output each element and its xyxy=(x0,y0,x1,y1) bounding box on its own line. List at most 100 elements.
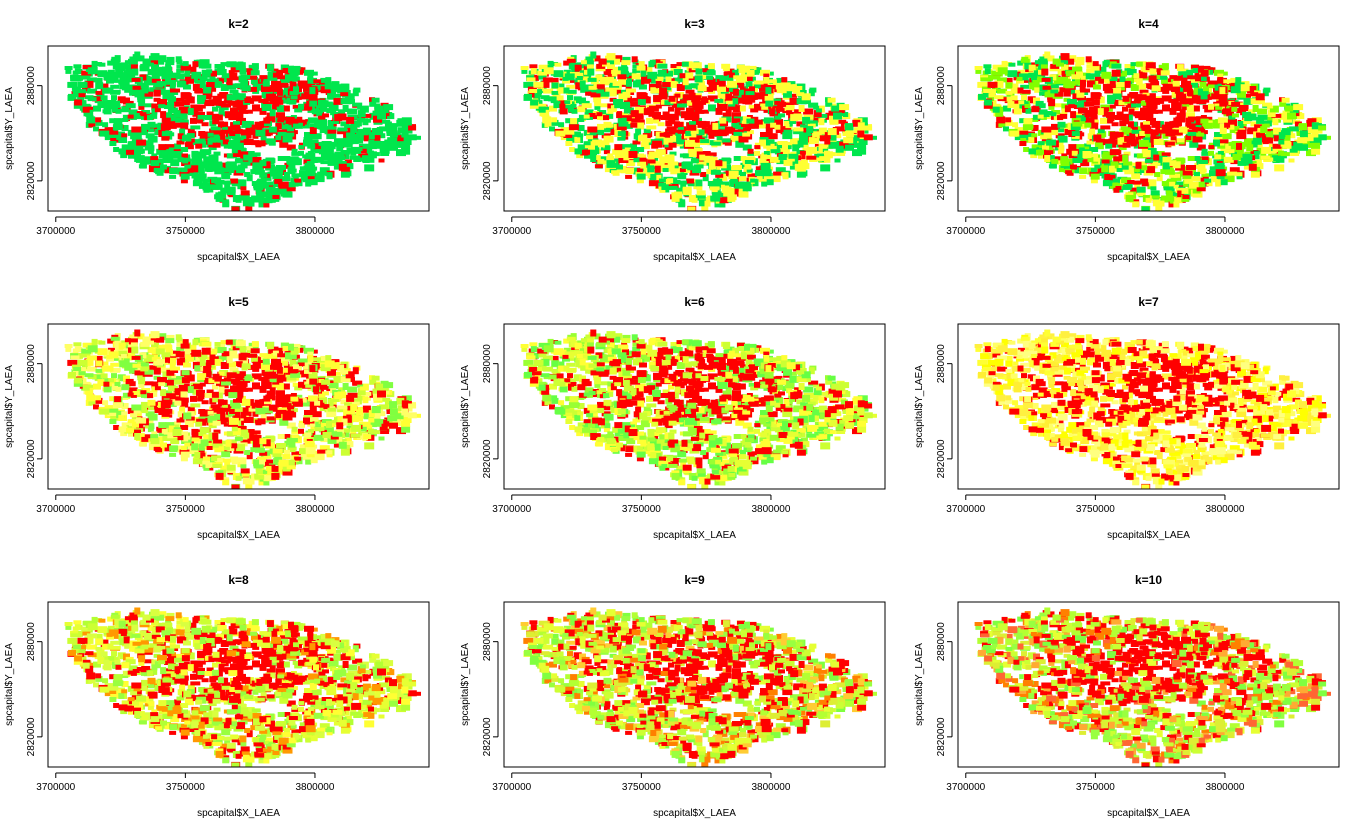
scatter-point xyxy=(687,165,693,170)
scatter-point xyxy=(563,77,569,81)
scatter-point xyxy=(1197,127,1204,131)
scatter-point xyxy=(1177,138,1185,142)
scatter-point xyxy=(1150,69,1157,75)
scatter-point xyxy=(1182,175,1191,179)
scatter-point xyxy=(1115,186,1121,190)
scatter-point xyxy=(683,187,692,193)
scatter-point xyxy=(1100,125,1110,129)
scatter-point xyxy=(1108,115,1116,119)
scatter-point xyxy=(639,85,647,90)
scatter-point xyxy=(743,187,752,191)
scatter-point xyxy=(377,113,386,120)
scatter-point xyxy=(1053,59,1061,65)
scatter-point xyxy=(158,144,166,150)
scatter-point xyxy=(312,133,322,139)
scatter-point xyxy=(198,115,206,119)
scatter-point xyxy=(639,158,646,162)
scatter-point xyxy=(339,164,347,171)
scatter-point xyxy=(1274,164,1284,171)
scatter-point xyxy=(1117,168,1123,172)
scatter-point xyxy=(589,113,596,117)
scatter-point xyxy=(97,101,104,108)
scatter-point xyxy=(73,64,81,68)
scatter-point xyxy=(199,166,205,173)
scatter-point xyxy=(755,170,762,176)
scatter-point xyxy=(985,68,991,74)
scatter-point xyxy=(692,62,702,68)
scatter-point xyxy=(1113,179,1120,183)
scatter-point xyxy=(1169,160,1176,166)
scatter-point xyxy=(1094,165,1100,169)
scatter-point xyxy=(132,78,141,82)
scatter-point xyxy=(1043,113,1050,117)
scatter-point xyxy=(769,108,775,114)
scatter-point xyxy=(362,118,368,125)
scatter-points xyxy=(521,52,877,212)
scatter-point xyxy=(686,179,694,184)
scatter-point xyxy=(193,180,203,186)
scatter-point xyxy=(212,186,222,190)
scatter-point xyxy=(754,151,760,156)
scatter-point xyxy=(1181,81,1191,88)
scatter-point xyxy=(205,186,211,190)
scatter-point xyxy=(213,96,220,102)
scatter-point xyxy=(1165,170,1175,175)
scatter-point xyxy=(360,108,366,112)
scatter-point xyxy=(1172,104,1182,111)
scatter-point xyxy=(111,59,120,63)
scatter-point xyxy=(809,137,815,144)
scatter-point xyxy=(831,106,839,112)
x-tick-label: 3700000 xyxy=(492,226,531,237)
scatter-point xyxy=(1110,149,1120,155)
scatter-point xyxy=(1297,137,1307,143)
scatter-point xyxy=(631,110,637,117)
scatter-point xyxy=(121,106,129,112)
scatter-point xyxy=(551,117,557,122)
scatter-point xyxy=(1208,81,1218,85)
scatter-point xyxy=(777,102,786,107)
scatter-point xyxy=(162,131,170,136)
scatter-point xyxy=(389,145,398,151)
scatter-point xyxy=(244,98,252,103)
scatter-point xyxy=(238,110,248,114)
scatter-point xyxy=(1125,64,1131,68)
scatter-point xyxy=(1126,195,1134,202)
scatter-point xyxy=(236,198,242,203)
scatter-point xyxy=(1013,104,1019,109)
scatter-point xyxy=(252,430,261,434)
scatter-point xyxy=(569,147,575,152)
scatter-point xyxy=(1201,95,1208,99)
scatter-point xyxy=(103,104,109,109)
scatter-point xyxy=(1007,101,1014,108)
scatter-point xyxy=(1165,129,1175,136)
scatter-point xyxy=(669,96,676,102)
scatter-point xyxy=(141,159,148,164)
scatter-points xyxy=(65,330,421,490)
scatter-point xyxy=(181,174,190,180)
scatter-point xyxy=(677,104,687,108)
x-tick-label: 3800000 xyxy=(751,226,790,237)
scatter-point xyxy=(819,156,827,161)
scatter-point xyxy=(995,95,1004,99)
scatter-point xyxy=(231,165,237,170)
scatter-point xyxy=(336,144,343,151)
scatter-point xyxy=(793,127,803,131)
scatter-point xyxy=(323,154,332,160)
y-axis-label: spcapital$Y_LAEA xyxy=(914,87,925,170)
scatter-point xyxy=(553,70,563,77)
scatter-point xyxy=(621,60,630,65)
scatter-point xyxy=(1318,126,1326,131)
scatter-point xyxy=(1209,170,1216,176)
scatter-point xyxy=(239,180,246,187)
scatter-point xyxy=(828,128,837,135)
scatter-point xyxy=(1048,99,1055,106)
scatter-point xyxy=(1092,99,1100,105)
scatter-point xyxy=(402,122,409,129)
scatter-point xyxy=(1232,113,1239,117)
scatter-point xyxy=(214,136,220,142)
scatter-point xyxy=(1084,123,1091,128)
scatter-point xyxy=(684,114,693,120)
scatter-point xyxy=(212,114,219,120)
